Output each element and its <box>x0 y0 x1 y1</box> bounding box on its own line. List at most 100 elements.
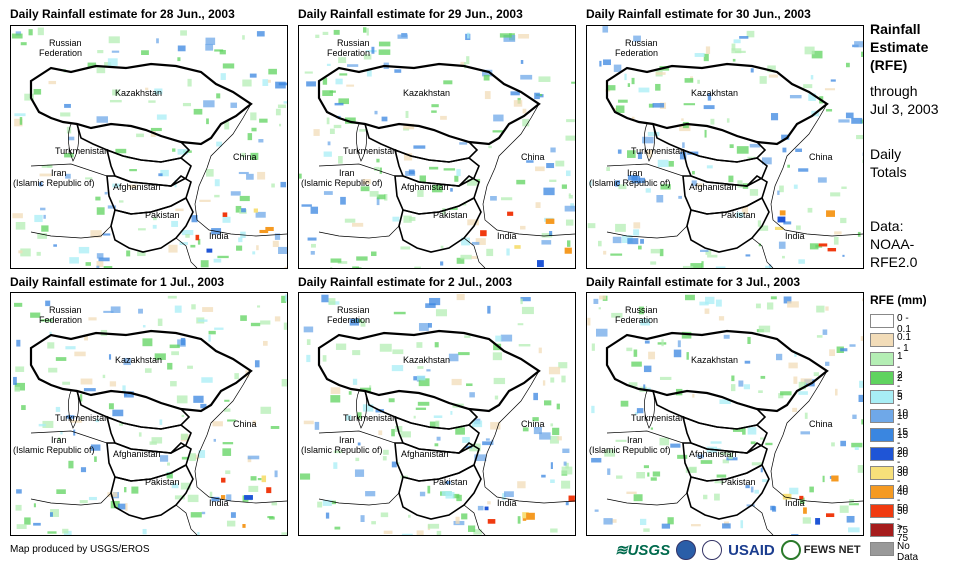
rain-cell <box>792 407 798 413</box>
rain-cell <box>440 245 444 249</box>
rain-cell <box>517 516 521 524</box>
rain-cell <box>110 306 121 313</box>
rain-cell <box>429 421 439 429</box>
rain-cell <box>700 460 713 464</box>
rain-cell <box>492 352 503 361</box>
rain-cell <box>418 378 430 387</box>
rain-cell <box>747 336 751 344</box>
rain-cell <box>731 48 742 54</box>
rain-cell <box>745 485 750 489</box>
rain-cell <box>397 462 400 465</box>
rain-cell <box>330 387 341 394</box>
rain-cell <box>214 327 224 330</box>
rain-cell <box>490 422 501 430</box>
map-label-afghanistan: Afghanistan <box>401 182 449 192</box>
rain-cell <box>315 34 320 39</box>
country-border <box>68 390 79 429</box>
rain-cell <box>11 33 23 39</box>
rain-cell <box>778 241 786 249</box>
map-label-russia: Russian <box>337 38 370 48</box>
rain-cell <box>58 437 61 441</box>
rain-cell <box>643 528 650 532</box>
rain-cell <box>201 511 206 515</box>
rain-cell <box>427 485 431 494</box>
rain-cell <box>638 306 645 315</box>
rain-cell <box>661 339 664 347</box>
rain-cell <box>98 257 110 262</box>
rain-cell <box>259 118 268 123</box>
rain-cell <box>435 420 440 429</box>
country-border <box>482 91 575 237</box>
rain-cell <box>334 526 341 530</box>
rain-cell <box>715 299 722 307</box>
rain-cell <box>729 144 734 149</box>
fews-net-logo: FEWS NET <box>780 540 861 560</box>
rain-cell <box>250 322 261 327</box>
rain-cell <box>117 503 126 510</box>
rain-cell <box>274 233 281 240</box>
rain-cell <box>441 491 453 496</box>
rain-cell <box>448 353 459 362</box>
rain-cell <box>485 438 490 441</box>
rain-cell <box>549 179 557 182</box>
rain-cell <box>440 115 447 120</box>
rain-cell <box>611 312 623 318</box>
rain-cell <box>250 476 257 481</box>
rain-cell <box>704 308 710 314</box>
rain-cell <box>250 112 257 121</box>
rain-cell <box>333 450 343 454</box>
through-date: through Jul 3, 2003 <box>870 82 939 118</box>
rain-cell <box>434 342 439 348</box>
legend-swatch <box>870 504 894 518</box>
rain-cell <box>521 306 534 315</box>
rain-cell <box>154 88 163 95</box>
rain-cell <box>379 343 392 352</box>
rain-cell <box>854 446 859 450</box>
rain-cell <box>802 517 811 524</box>
data-source: Data: NOAA- RFE2.0 <box>870 217 917 271</box>
rain-cell <box>18 250 23 254</box>
rain-cell <box>400 246 411 250</box>
rain-cell <box>660 184 671 190</box>
rain-cell <box>839 505 849 513</box>
rain-cell <box>486 248 494 257</box>
rain-cell <box>603 518 613 525</box>
rain-cell <box>21 405 26 410</box>
map-label-afghanistan: Afghanistan <box>113 449 161 459</box>
rain-cell <box>156 38 159 44</box>
rain-cell <box>394 69 402 73</box>
rain-cell <box>401 533 413 535</box>
rain-cell <box>223 408 231 412</box>
rain-cell <box>615 105 625 113</box>
rain-cell <box>429 166 439 170</box>
rain-cell <box>47 531 57 534</box>
rain-cell <box>565 219 574 226</box>
rain-cell <box>436 436 441 441</box>
rain-cell <box>845 62 850 68</box>
rain-cell <box>642 136 654 144</box>
rain-cell <box>565 135 575 141</box>
rain-cell <box>49 512 53 517</box>
rain-cell <box>181 456 188 460</box>
rain-cell <box>482 69 493 77</box>
rain-cell <box>20 248 31 257</box>
rain-cell <box>74 351 86 357</box>
rain-cell <box>780 391 792 396</box>
rain-cell <box>861 51 863 58</box>
rain-cell <box>610 519 617 523</box>
rain-cell <box>62 381 71 385</box>
rain-cell <box>452 493 460 499</box>
rain-cell <box>275 81 286 89</box>
rain-cell <box>380 512 389 518</box>
rain-cell <box>371 251 377 257</box>
rain-cell <box>493 114 504 122</box>
rain-cell <box>242 79 252 87</box>
rain-cell <box>612 236 622 244</box>
rain-cell-heavy <box>259 229 269 234</box>
rain-cell <box>171 483 179 489</box>
rain-cell <box>20 42 27 46</box>
rain-cell <box>705 46 711 55</box>
rain-cell-heavy <box>831 475 839 482</box>
rain-cell <box>90 230 102 238</box>
rain-cell <box>565 170 571 177</box>
